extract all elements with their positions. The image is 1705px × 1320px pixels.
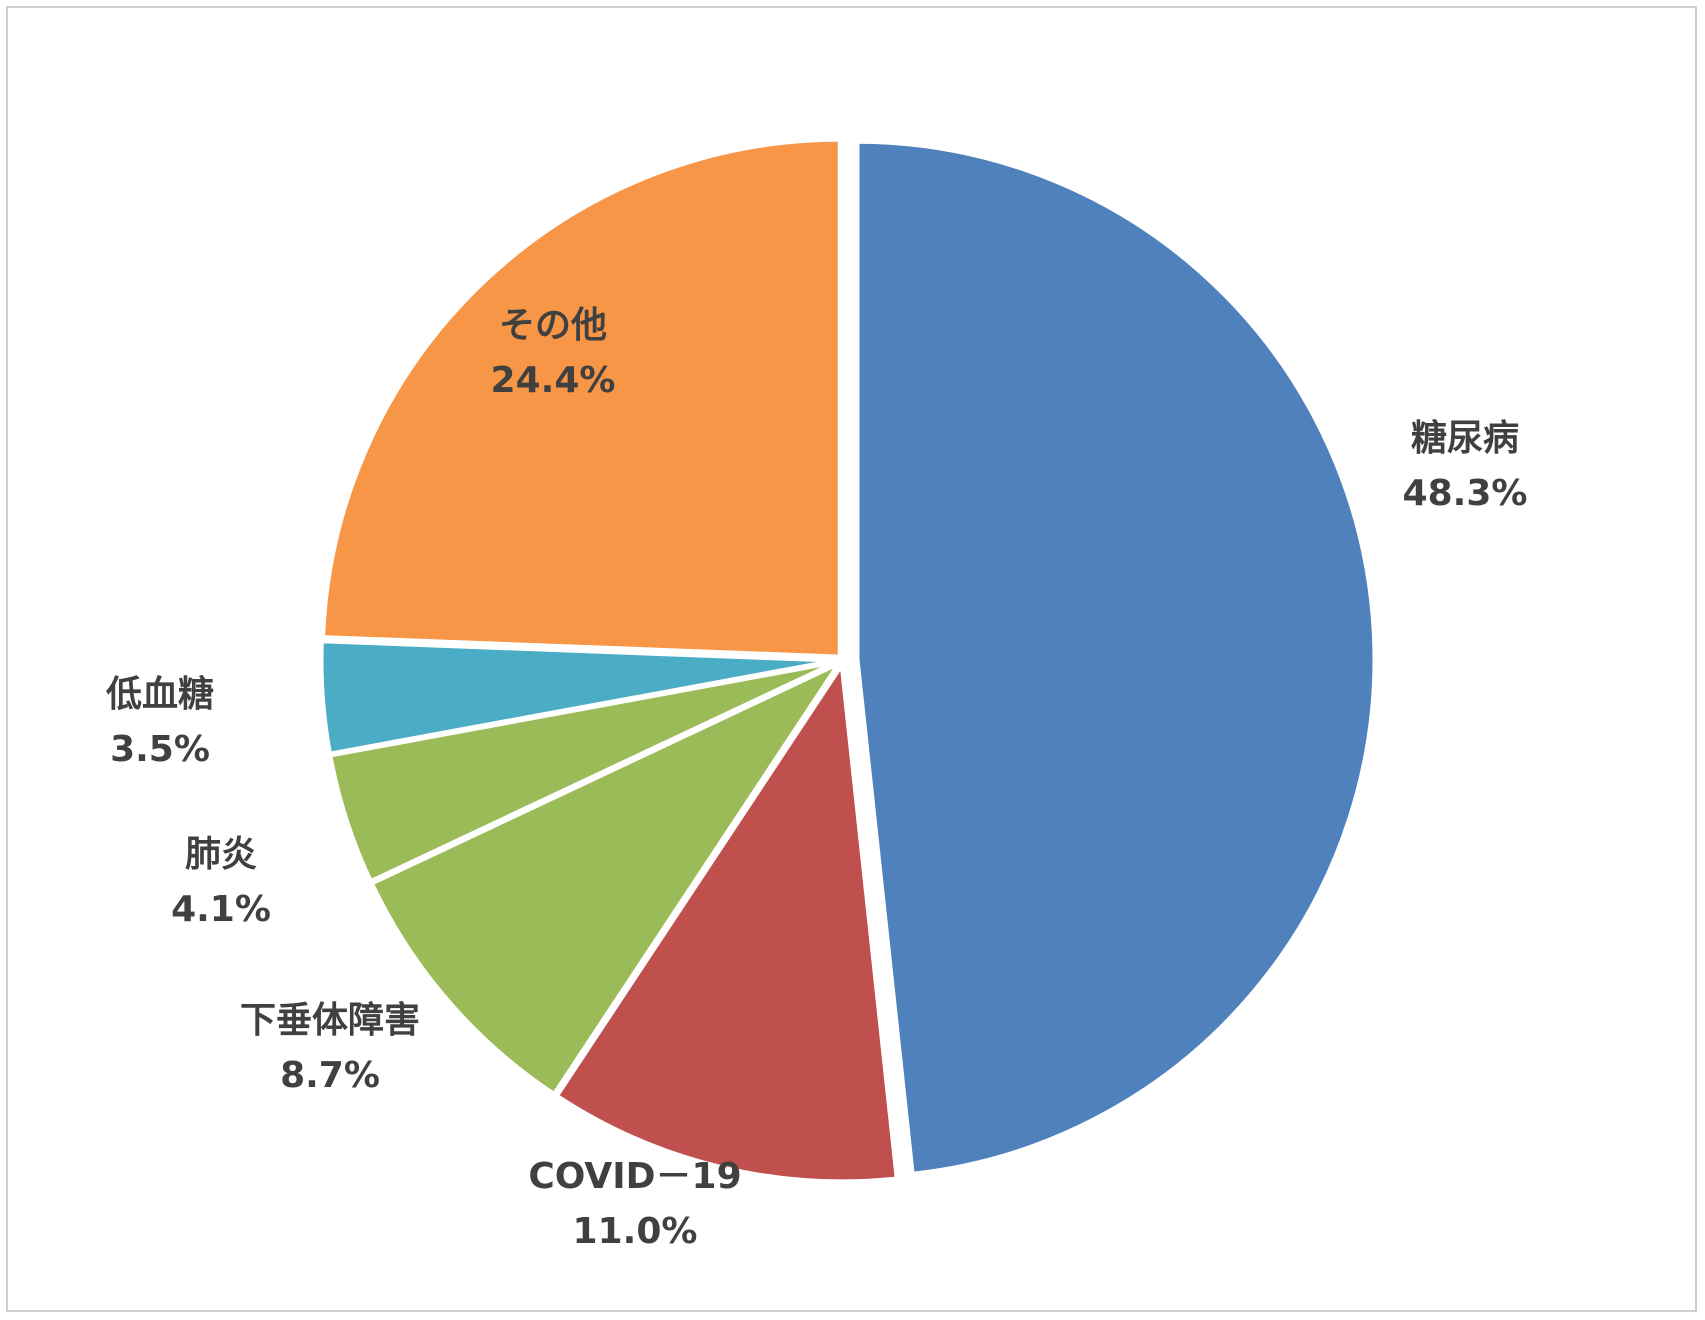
slice-label-hypoglycemia: 低血糖 xyxy=(106,674,214,715)
pie-labels: 糖尿病 48.3% COVID－19 11.0% 下垂体障害 8.7% 肺炎 4.1% 低血糖 3… xyxy=(106,305,1527,1252)
slice-value-covid-19: 11.0% xyxy=(573,1211,698,1252)
slice-label-pituitary-disorder: 下垂体障害 xyxy=(240,1000,420,1041)
pie-slices xyxy=(318,136,1378,1185)
slice-value-pituitary-disorder: 8.7% xyxy=(280,1055,380,1096)
slice-label-diabetes: 糖尿病 xyxy=(1411,418,1519,459)
slice-label-covid-19: COVID－19 xyxy=(528,1156,741,1197)
slice-value-pneumonia: 4.1% xyxy=(171,889,271,930)
slice-label-other: その他 xyxy=(499,305,607,346)
slice-value-hypoglycemia: 3.5% xyxy=(110,729,210,770)
pie-slice-pituitary-disorder xyxy=(368,660,843,1098)
slice-value-diabetes: 48.3% xyxy=(1403,473,1528,514)
pie-slice-diabetes xyxy=(854,138,1378,1177)
slice-value-other: 24.4% xyxy=(491,360,616,401)
pie-slice-covid-19 xyxy=(553,661,900,1185)
pie-slice-other xyxy=(320,136,843,660)
slice-label-pneumonia: 肺炎 xyxy=(185,834,257,875)
pie-slice-hypoglycemia xyxy=(318,638,842,757)
